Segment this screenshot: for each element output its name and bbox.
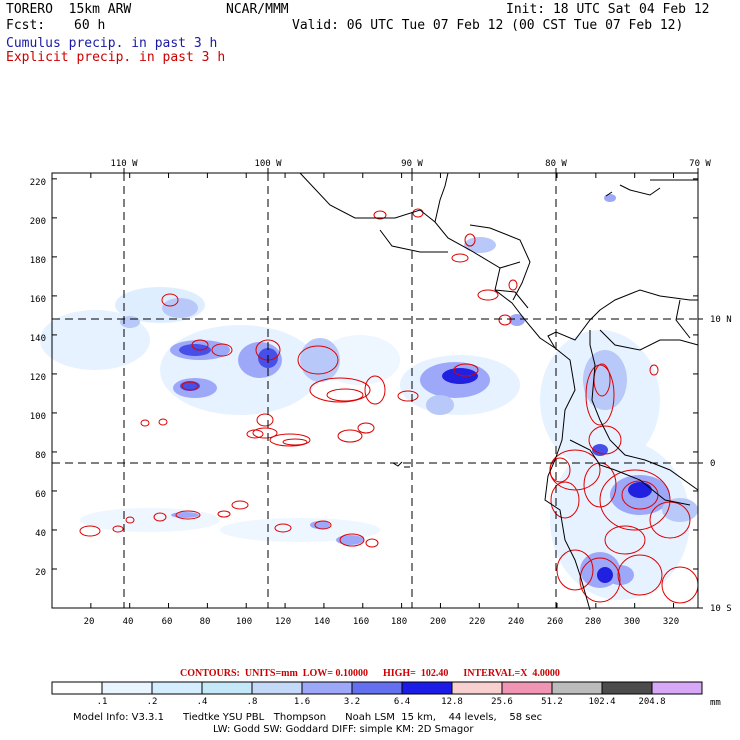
lat-label: 10 S [710, 604, 732, 614]
colorbar: .1 .2 .4 .8 1.6 3.2 6.4 12.8 25.6 51.2 102.4 204.8 [51, 681, 703, 707]
y-tick-label: 120 [30, 373, 46, 383]
y-tick-label: 20 [35, 568, 46, 578]
y-tick-label: 80 [35, 451, 46, 461]
y-tick-label: 60 [35, 490, 46, 500]
x-tick-label: 160 [353, 617, 369, 627]
x-tick-label: 140 [314, 617, 330, 627]
colorbar-unit: mm [710, 698, 721, 708]
x-tick-label: 180 [391, 617, 407, 627]
lon-label: 80 W [545, 159, 567, 169]
x-tick-label: 260 [547, 617, 563, 627]
colorbar-swatch [651, 681, 703, 695]
colorbar-label: 1.6 [294, 697, 310, 707]
x-tick-label: 220 [469, 617, 485, 627]
x-tick-label: 40 [123, 617, 134, 627]
colorbar-swatch [401, 681, 453, 695]
x-tick-label: 20 [84, 617, 95, 627]
y-tick-label: 180 [30, 256, 46, 266]
colorbar-label: 3.2 [344, 697, 360, 707]
lat-label: 0 [710, 459, 715, 469]
colorbar-swatch [451, 681, 503, 695]
colorbar-swatch [201, 681, 253, 695]
y-tick-label: 160 [30, 295, 46, 305]
colorbar-swatch [351, 681, 403, 695]
x-tick-label: 300 [624, 617, 640, 627]
lon-label: 70 W [689, 159, 711, 169]
model-info-line: Model Info: V3.3.1 Tiedtke YSU PBL Thomp… [73, 712, 543, 723]
y-tick-label: 140 [30, 334, 46, 344]
y-tick-label: 100 [30, 412, 46, 422]
lat-label: 10 N [710, 315, 732, 325]
colorbar-label: .4 [197, 697, 208, 707]
y-tick-label: 40 [35, 529, 46, 539]
colorbar-swatch [501, 681, 553, 695]
organization: NCAR/MMM [226, 2, 289, 17]
init-time: Init: 18 UTC Sat 04 Feb 12 [506, 2, 710, 17]
colorbar-swatch [101, 681, 153, 695]
model-name: TORERO 15km ARW [6, 2, 132, 17]
x-tick-label: 80 [200, 617, 211, 627]
x-tick-label: 240 [508, 617, 524, 627]
explicit-precip-contours [79, 208, 699, 604]
colorbar-swatch [601, 681, 653, 695]
colorbar-label: 25.6 [491, 697, 513, 707]
graticule [52, 173, 698, 608]
x-tick-label: 280 [585, 617, 601, 627]
contours-info: CONTOURS: UNITS=mm LOW= 0.10000 HIGH= 10… [180, 668, 560, 679]
colorbar-label: 204.8 [638, 697, 665, 707]
colorbar-swatch [151, 681, 203, 695]
x-tick-label: 320 [663, 617, 679, 627]
x-tick-labels: 20 40 60 80 100 120 140 160 180 200 220 … [84, 617, 680, 627]
colorbar-label: 102.4 [588, 697, 615, 707]
lon-label: 90 W [401, 159, 423, 169]
colorbar-label: 51.2 [541, 697, 563, 707]
y-tick-labels: 20 40 60 80 100 120 140 160 180 200 220 [30, 178, 46, 578]
colorbar-swatch [251, 681, 303, 695]
colorbar-swatch [51, 681, 103, 695]
colorbar-label: 6.4 [394, 697, 410, 707]
coastlines [299, 172, 699, 611]
y-tick-label: 220 [30, 178, 46, 188]
y-tick-label: 200 [30, 217, 46, 227]
cumulus-title: Cumulus precip. in past 3 h [6, 36, 218, 51]
physics-info-line: LW: Godd SW: Goddard DIFF: simple KM: 2D… [213, 724, 474, 735]
colorbar-label: .8 [247, 697, 258, 707]
explicit-title: Explicit precip. in past 3 h [6, 50, 226, 65]
colorbar-swatch [301, 681, 353, 695]
colorbar-label: 12.8 [441, 697, 463, 707]
colorbar-swatch [551, 681, 603, 695]
x-tick-label: 100 [236, 617, 252, 627]
lon-label: 110 W [110, 159, 138, 169]
colorbar-label: .2 [147, 697, 158, 707]
valid-time: Valid: 06 UTC Tue 07 Feb 12 (00 CST Tue … [292, 18, 684, 33]
forecast-hours: 60 h [74, 18, 106, 33]
map-frame [51, 172, 699, 609]
colorbar-label: .1 [97, 697, 108, 707]
forecast-label: Fcst: [6, 18, 46, 33]
x-tick-label: 60 [162, 617, 173, 627]
lon-label: 100 W [254, 159, 282, 169]
x-tick-label: 120 [275, 617, 291, 627]
x-tick-label: 200 [430, 617, 446, 627]
